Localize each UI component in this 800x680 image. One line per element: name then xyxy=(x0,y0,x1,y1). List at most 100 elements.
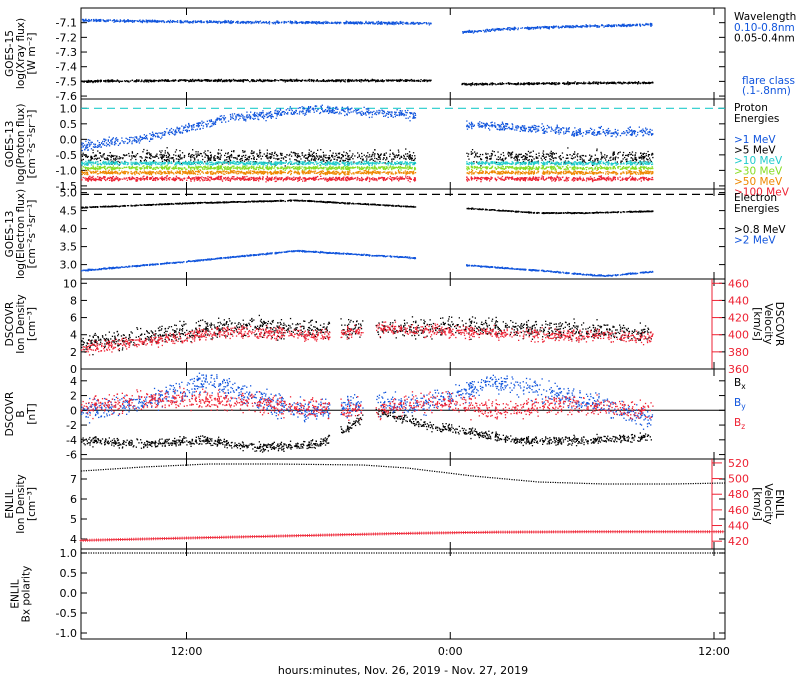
data-point xyxy=(552,82,554,85)
data-point xyxy=(554,129,556,131)
data-point xyxy=(298,113,301,115)
data-point xyxy=(406,79,408,81)
data-point xyxy=(303,79,305,82)
data-point xyxy=(248,157,250,159)
data-point xyxy=(414,80,416,82)
data-point xyxy=(314,156,316,158)
data-point xyxy=(619,135,622,137)
data-point xyxy=(483,84,485,86)
data-point xyxy=(274,110,276,112)
data-point xyxy=(561,152,564,154)
data-point xyxy=(90,20,92,22)
data-point xyxy=(371,114,374,116)
data-point xyxy=(365,20,367,23)
data-point xyxy=(195,161,197,163)
data-point xyxy=(271,153,273,155)
data-point xyxy=(500,126,502,128)
data-point xyxy=(161,150,163,152)
data-point xyxy=(115,157,117,159)
data-point xyxy=(358,154,360,156)
data-point xyxy=(325,160,328,162)
data-point xyxy=(249,117,251,120)
data-point xyxy=(306,22,308,24)
data-point xyxy=(596,132,599,134)
data-point xyxy=(366,111,369,113)
data-point xyxy=(535,82,538,84)
data-point xyxy=(473,125,475,127)
data-point xyxy=(534,127,536,129)
data-point xyxy=(86,81,88,83)
data-point xyxy=(223,119,225,121)
data-point xyxy=(392,153,394,155)
data-point xyxy=(280,154,282,156)
data-point xyxy=(489,29,491,31)
y-axis-label-line: log(Proton flux) xyxy=(15,104,27,185)
data-point xyxy=(573,26,576,28)
data-point xyxy=(368,21,370,23)
data-point xyxy=(165,154,167,157)
data-point xyxy=(302,22,304,24)
data-point xyxy=(236,163,238,166)
data-point xyxy=(526,82,528,85)
data-point xyxy=(201,122,204,124)
data-point xyxy=(504,157,507,159)
data-point xyxy=(593,129,596,131)
data-point xyxy=(161,79,163,81)
data-point xyxy=(510,128,513,131)
data-point xyxy=(235,80,238,82)
data-point xyxy=(609,157,611,159)
data-point xyxy=(588,81,590,83)
data-point xyxy=(252,155,254,157)
data-point xyxy=(530,160,532,163)
data-point xyxy=(265,80,267,82)
data-point xyxy=(219,158,221,160)
data-point xyxy=(265,120,267,122)
data-point xyxy=(611,132,614,134)
data-point xyxy=(207,79,209,81)
data-point xyxy=(244,21,246,24)
data-point xyxy=(296,154,299,156)
data-point xyxy=(476,162,479,165)
data-point xyxy=(245,118,247,120)
data-point xyxy=(623,131,625,133)
data-point xyxy=(230,117,232,119)
data-point xyxy=(286,79,288,81)
data-point xyxy=(400,22,402,24)
data-point xyxy=(303,108,305,110)
data-point xyxy=(155,155,157,157)
data-point xyxy=(210,157,212,159)
data-point xyxy=(178,131,181,133)
data-point xyxy=(542,82,544,84)
data-point xyxy=(146,21,148,24)
data-point xyxy=(246,21,248,23)
data-point xyxy=(535,157,538,159)
data-point xyxy=(387,110,389,113)
data-point xyxy=(489,129,491,131)
data-point xyxy=(365,160,368,162)
data-point xyxy=(315,80,317,82)
data-point xyxy=(352,111,354,113)
data-point xyxy=(600,133,602,135)
data-point xyxy=(617,157,619,159)
data-point xyxy=(85,146,87,148)
data-point xyxy=(146,157,148,159)
data-point xyxy=(266,152,268,154)
data-point xyxy=(602,129,604,131)
data-point xyxy=(93,81,95,83)
data-point xyxy=(329,110,331,113)
data-point xyxy=(615,24,617,26)
data-point xyxy=(397,154,399,157)
data-point xyxy=(478,84,480,86)
data-point xyxy=(158,20,161,22)
data-point xyxy=(124,80,126,82)
data-point xyxy=(645,22,647,25)
data-point xyxy=(500,159,502,161)
data-point xyxy=(324,164,327,166)
data-point xyxy=(202,125,205,127)
data-point xyxy=(485,157,487,159)
data-point xyxy=(285,109,287,111)
data-point xyxy=(185,80,187,82)
data-point xyxy=(282,157,284,159)
data-point xyxy=(257,118,259,120)
data-point xyxy=(143,81,145,83)
